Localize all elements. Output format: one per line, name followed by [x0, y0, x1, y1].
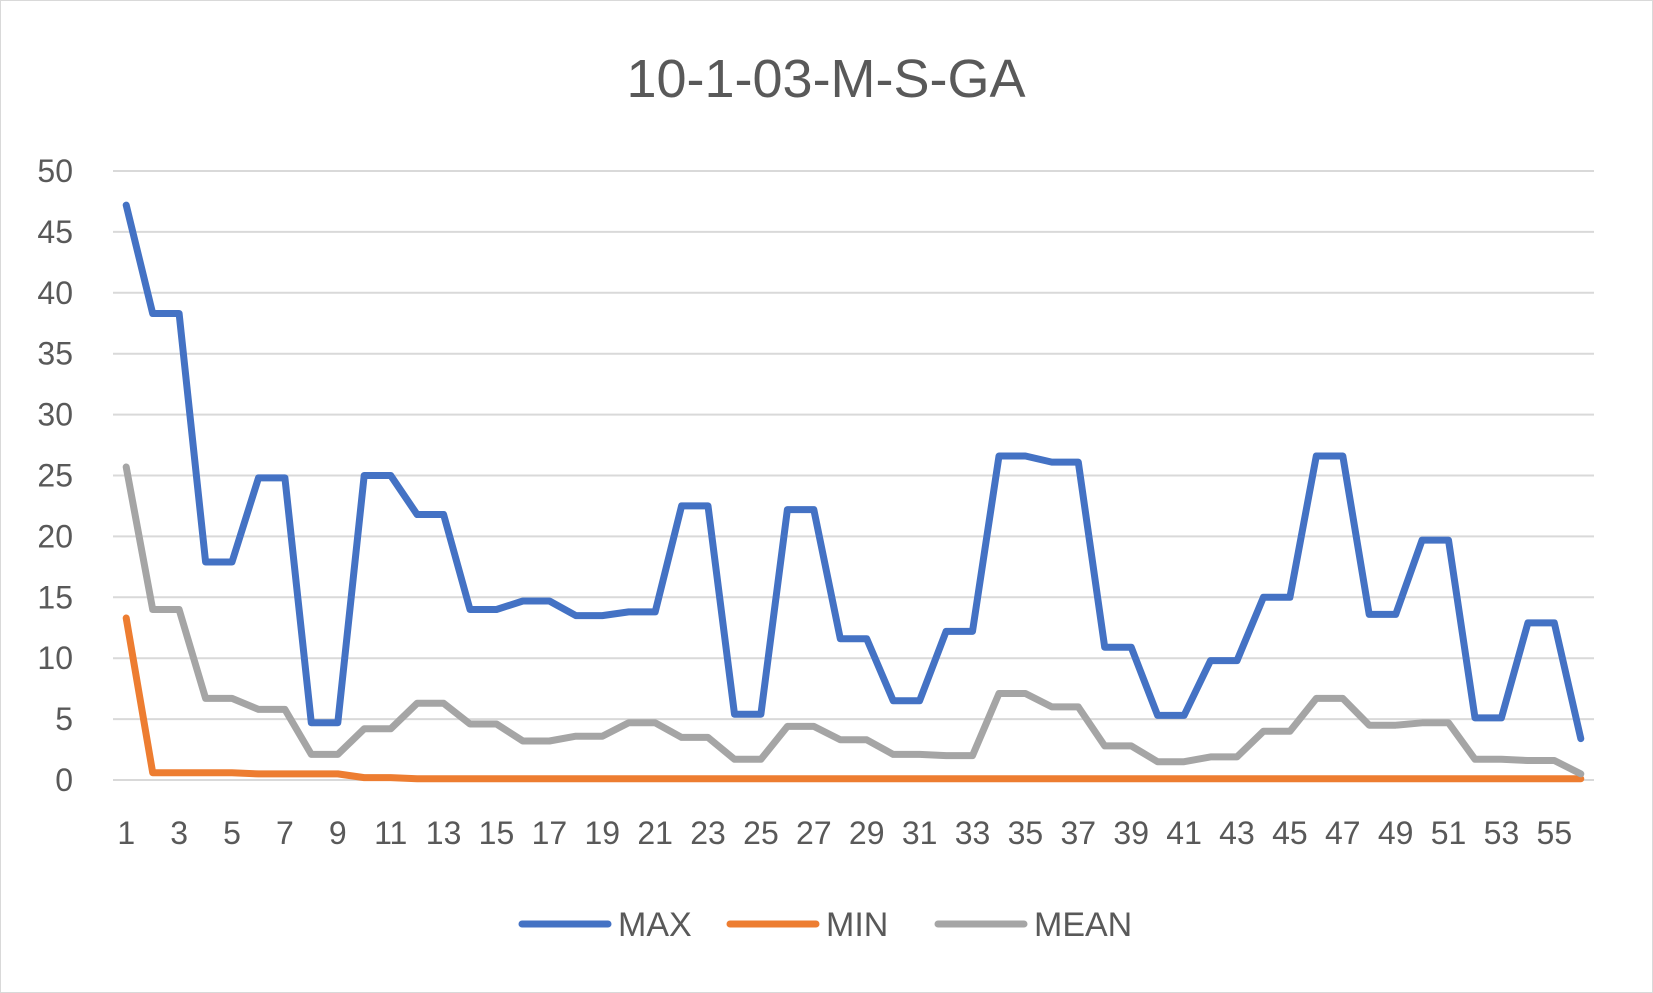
chart-title: 10-1-03-M-S-GA [626, 49, 1025, 109]
y-tick-label: 40 [37, 275, 73, 311]
x-tick-label: 3 [170, 815, 188, 851]
y-tick-label: 15 [37, 579, 73, 615]
x-tick-label: 37 [1060, 815, 1096, 851]
x-tick-label: 27 [796, 815, 832, 851]
series-line-mean [122, 463, 1585, 778]
x-tick-label: 25 [743, 815, 779, 851]
x-tick-label: 13 [426, 815, 462, 851]
x-tick-label: 51 [1431, 815, 1467, 851]
x-tick-label: 15 [479, 815, 515, 851]
x-tick-label: 19 [584, 815, 620, 851]
x-tick-label: 7 [276, 815, 294, 851]
y-tick-label: 50 [37, 153, 73, 189]
y-tick-label: 45 [37, 214, 73, 250]
x-tick-label: 17 [532, 815, 568, 851]
x-tick-label: 5 [223, 815, 241, 851]
x-tick-label: 55 [1537, 815, 1573, 851]
gridlines [113, 170, 1594, 781]
y-tick-label: 30 [37, 397, 73, 433]
legend-item-max: MAX [518, 906, 692, 944]
x-tick-label: 9 [329, 815, 347, 851]
x-tick-label: 1 [117, 815, 135, 851]
legend: MAX MIN MEAN [518, 906, 1132, 944]
x-tick-label: 31 [902, 815, 938, 851]
x-tick-label: 43 [1219, 815, 1255, 851]
y-tick-label: 20 [37, 518, 73, 554]
x-tick-label: 35 [1008, 815, 1044, 851]
y-axis-ticks: 0 5 10 15 20 25 30 35 40 45 50 [37, 153, 73, 798]
legend-label: MEAN [1034, 906, 1132, 944]
legend-item-min: MIN [726, 906, 888, 944]
x-tick-label: 33 [955, 815, 991, 851]
x-tick-label: 21 [637, 815, 673, 851]
y-tick-label: 0 [55, 762, 73, 798]
legend-label: MAX [618, 906, 692, 944]
x-tick-label: 49 [1378, 815, 1414, 851]
series-line-max [122, 201, 1585, 743]
x-tick-label: 45 [1272, 815, 1308, 851]
legend-item-mean: MEAN [934, 906, 1132, 944]
x-axis-ticks: 1 3 5 7 9 11 13 15 17 19 21 23 25 27 29 31 33 35 37 39 41 43 4… [117, 815, 1572, 851]
series-lines [122, 201, 1585, 783]
y-tick-label: 10 [37, 640, 73, 676]
y-tick-label: 35 [37, 336, 73, 372]
series-line-min [122, 614, 1585, 783]
y-tick-label: 5 [55, 701, 73, 737]
legend-label: MIN [826, 906, 888, 944]
x-tick-label: 41 [1166, 815, 1202, 851]
y-tick-label: 25 [37, 458, 73, 494]
x-tick-label: 53 [1484, 815, 1520, 851]
x-tick-label: 29 [849, 815, 885, 851]
x-tick-label: 23 [690, 815, 726, 851]
x-tick-label: 11 [374, 815, 407, 851]
x-tick-label: 47 [1325, 815, 1361, 851]
x-tick-label: 39 [1113, 815, 1149, 851]
